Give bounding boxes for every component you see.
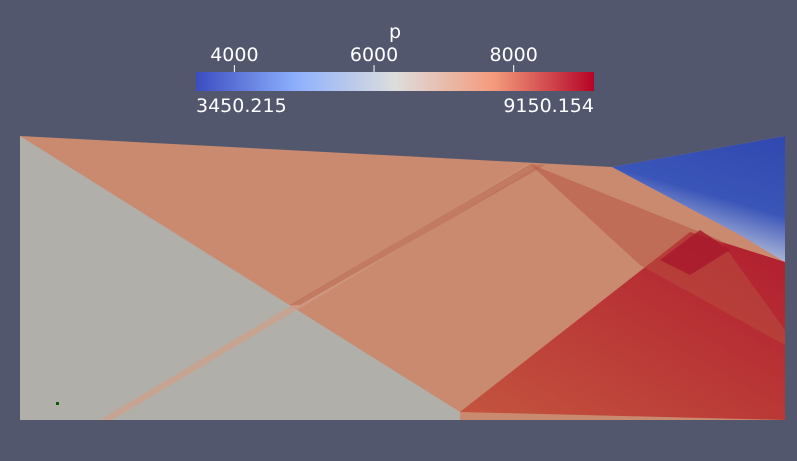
marker (56, 402, 59, 405)
field (20, 136, 785, 420)
region-gray (20, 136, 460, 420)
wave (530, 164, 785, 345)
colorbar-title: p (389, 21, 401, 43)
region-blue (612, 136, 785, 262)
color-ramp (196, 72, 594, 91)
range-max: 9150.154 (503, 95, 594, 117)
range-min: 3450.215 (196, 95, 287, 117)
wave (290, 164, 545, 305)
tick-label: 4000 (210, 44, 258, 66)
peak (660, 230, 730, 275)
tick-label: 8000 (490, 44, 538, 66)
tick-label: 6000 (350, 44, 398, 66)
colorbar: p 3450.215 9150.154 4000 6000 8000 (196, 21, 594, 117)
